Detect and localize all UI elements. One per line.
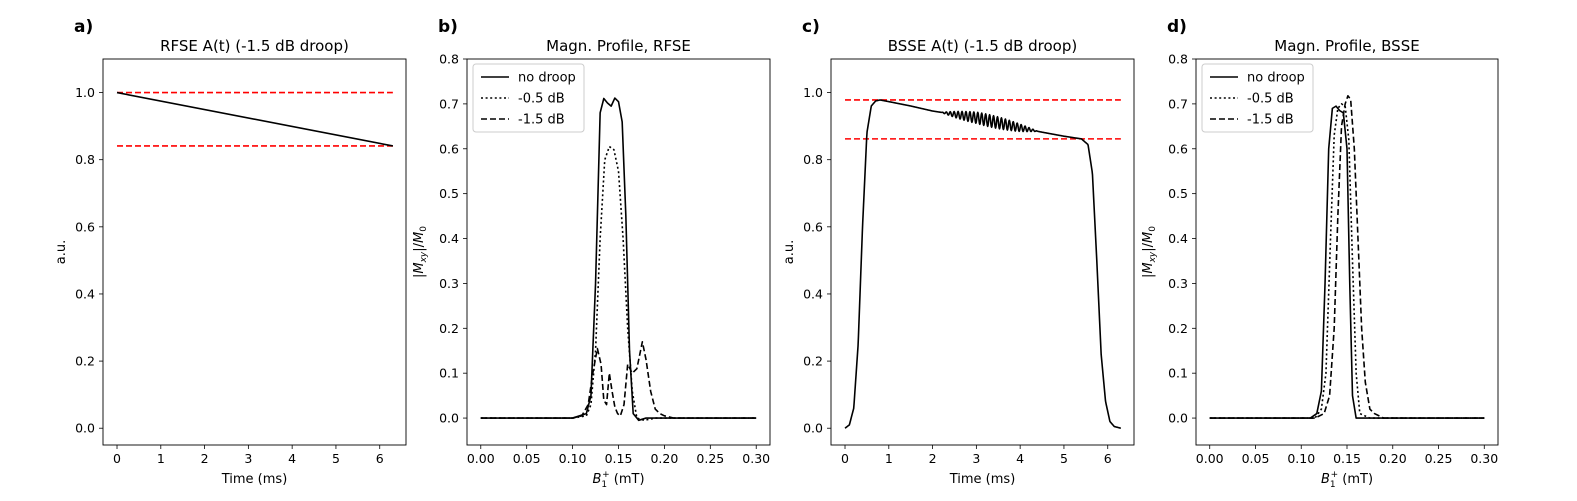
- panel-letter: d): [1167, 17, 1187, 37]
- y-tick-label: 0.6: [439, 141, 459, 156]
- y-tick-label: 0.8: [803, 152, 823, 167]
- x-tick-label: 4: [1016, 451, 1024, 466]
- x-tick-label: 0.30: [742, 451, 770, 466]
- x-tick-label: 4: [288, 451, 296, 466]
- x-tick-label: 2: [201, 451, 209, 466]
- x-tick-label: 0.20: [650, 451, 678, 466]
- x-tick-label: 6: [376, 451, 384, 466]
- x-tick-label: 0.30: [1470, 451, 1498, 466]
- x-axis-label: B1+ (mT): [592, 470, 644, 490]
- y-axis-label: a.u.: [54, 240, 69, 264]
- panel-letter: a): [74, 17, 93, 37]
- x-tick-label: 6: [1104, 451, 1112, 466]
- x-tick-label: 1: [157, 451, 165, 466]
- series-line: [480, 145, 757, 422]
- y-tick-label: 0.0: [1168, 411, 1188, 426]
- y-tick-label: 0.3: [439, 276, 459, 291]
- x-tick-label: 0.15: [1333, 451, 1361, 466]
- x-tick-label: 0.25: [696, 451, 724, 466]
- x-tick-label: 0: [841, 451, 849, 466]
- chart-title: Magn. Profile, BSSE: [1274, 37, 1419, 55]
- series-line: [480, 340, 757, 419]
- y-tick-label: 0.2: [75, 354, 95, 369]
- x-tick-label: 3: [244, 451, 252, 466]
- y-tick-label: 0.8: [439, 52, 459, 67]
- y-tick-label: 0.7: [439, 96, 459, 111]
- legend-label: no droop: [518, 71, 576, 86]
- series-line: [1209, 105, 1485, 419]
- x-tick-label: 0.10: [1287, 451, 1315, 466]
- y-tick-label: 0.4: [439, 231, 459, 246]
- chart-title: Magn. Profile, RFSE: [546, 37, 691, 55]
- y-tick-label: 0.8: [75, 152, 95, 167]
- y-tick-label: 0.2: [439, 321, 459, 336]
- legend-label: -0.5 dB: [518, 92, 565, 107]
- legend-label: -0.5 dB: [1247, 92, 1294, 107]
- panel-letter: c): [802, 17, 820, 37]
- chart-title: RFSE A(t) (-1.5 dB droop): [160, 37, 349, 55]
- y-tick-label: 0.2: [803, 354, 823, 369]
- axes-frame: [102, 58, 407, 446]
- x-tick-label: 1: [885, 451, 893, 466]
- x-tick-label: 0.20: [1379, 451, 1407, 466]
- axes-frame: [466, 58, 771, 446]
- x-tick-label: 0: [113, 451, 121, 466]
- x-axis-label: Time (ms): [949, 472, 1016, 487]
- legend: [472, 63, 585, 133]
- legend-label: no droop: [1247, 71, 1305, 86]
- y-tick-label: 0.5: [439, 186, 459, 201]
- y-tick-label: 0.4: [803, 286, 823, 301]
- x-tick-label: 0.00: [1196, 451, 1224, 466]
- y-tick-label: 0.1: [439, 366, 459, 381]
- x-axis-label: Time (ms): [221, 472, 288, 487]
- panel-3: c) BSSE A(t) (-1.5 dB droop) 0 1 2 3 4 5 6 0.0 0.2…: [782, 17, 1135, 487]
- y-tick-label: 0.6: [803, 219, 823, 234]
- x-tick-label: 5: [332, 451, 340, 466]
- y-axis-label: |Mxy|/M0: [1141, 226, 1158, 278]
- chart-title: BSSE A(t) (-1.5 dB droop): [888, 37, 1078, 55]
- legend-label: -1.5 dB: [1247, 113, 1294, 128]
- y-tick-label: 0.6: [1168, 141, 1188, 156]
- x-tick-label: 2: [929, 451, 937, 466]
- y-axis-label: a.u.: [782, 240, 797, 264]
- series-line: [116, 91, 394, 147]
- axes-frame: [830, 58, 1135, 446]
- legend-label: -1.5 dB: [518, 113, 565, 128]
- y-tick-label: 0.0: [75, 421, 95, 436]
- y-tick-label: 0.4: [75, 286, 95, 301]
- y-tick-label: 0.6: [75, 219, 95, 234]
- legend: [1201, 63, 1314, 133]
- y-tick-label: 0.0: [439, 411, 459, 426]
- y-tick-label: 0.7: [1168, 96, 1188, 111]
- panel-2: b) Magn. Profile, RFSE 0.00 0.05 0.10 0.15 0.2…: [412, 17, 771, 490]
- series-line: [844, 99, 1122, 429]
- x-tick-label: 5: [1060, 451, 1068, 466]
- y-tick-label: 0.3: [1168, 276, 1188, 291]
- series-line: [1209, 95, 1485, 419]
- y-tick-label: 1.0: [75, 85, 95, 100]
- x-tick-label: 3: [972, 451, 980, 466]
- y-tick-label: 0.2: [1168, 321, 1188, 336]
- y-tick-label: 0.8: [1168, 52, 1188, 67]
- y-tick-label: 0.5: [1168, 186, 1188, 201]
- y-axis-label: |Mxy|/M0: [412, 226, 429, 278]
- panel-4: d) Magn. Profile, BSSE 0.00 0.05 0.10 0.15 0.2…: [1141, 17, 1499, 490]
- series-line: [480, 97, 757, 422]
- x-tick-label: 0.10: [559, 451, 587, 466]
- y-tick-label: 0.1: [1168, 366, 1188, 381]
- panel-letter: b): [438, 17, 458, 37]
- y-tick-label: 0.0: [803, 421, 823, 436]
- axes-frame: [1195, 58, 1499, 446]
- x-tick-label: 0.05: [513, 451, 541, 466]
- x-tick-label: 0.05: [1242, 451, 1270, 466]
- x-axis-label: B1+ (mT): [1321, 470, 1373, 490]
- y-tick-label: 0.4: [1168, 231, 1188, 246]
- y-tick-label: 1.0: [803, 85, 823, 100]
- x-tick-label: 0.00: [467, 451, 495, 466]
- series-line: [1209, 103, 1485, 419]
- panel-1: a) RFSE A(t) (-1.5 dB droop) 0 1 2 3 4 5 6 0.0 0.2…: [54, 17, 407, 487]
- x-tick-label: 0.25: [1425, 451, 1453, 466]
- x-tick-label: 0.15: [605, 451, 633, 466]
